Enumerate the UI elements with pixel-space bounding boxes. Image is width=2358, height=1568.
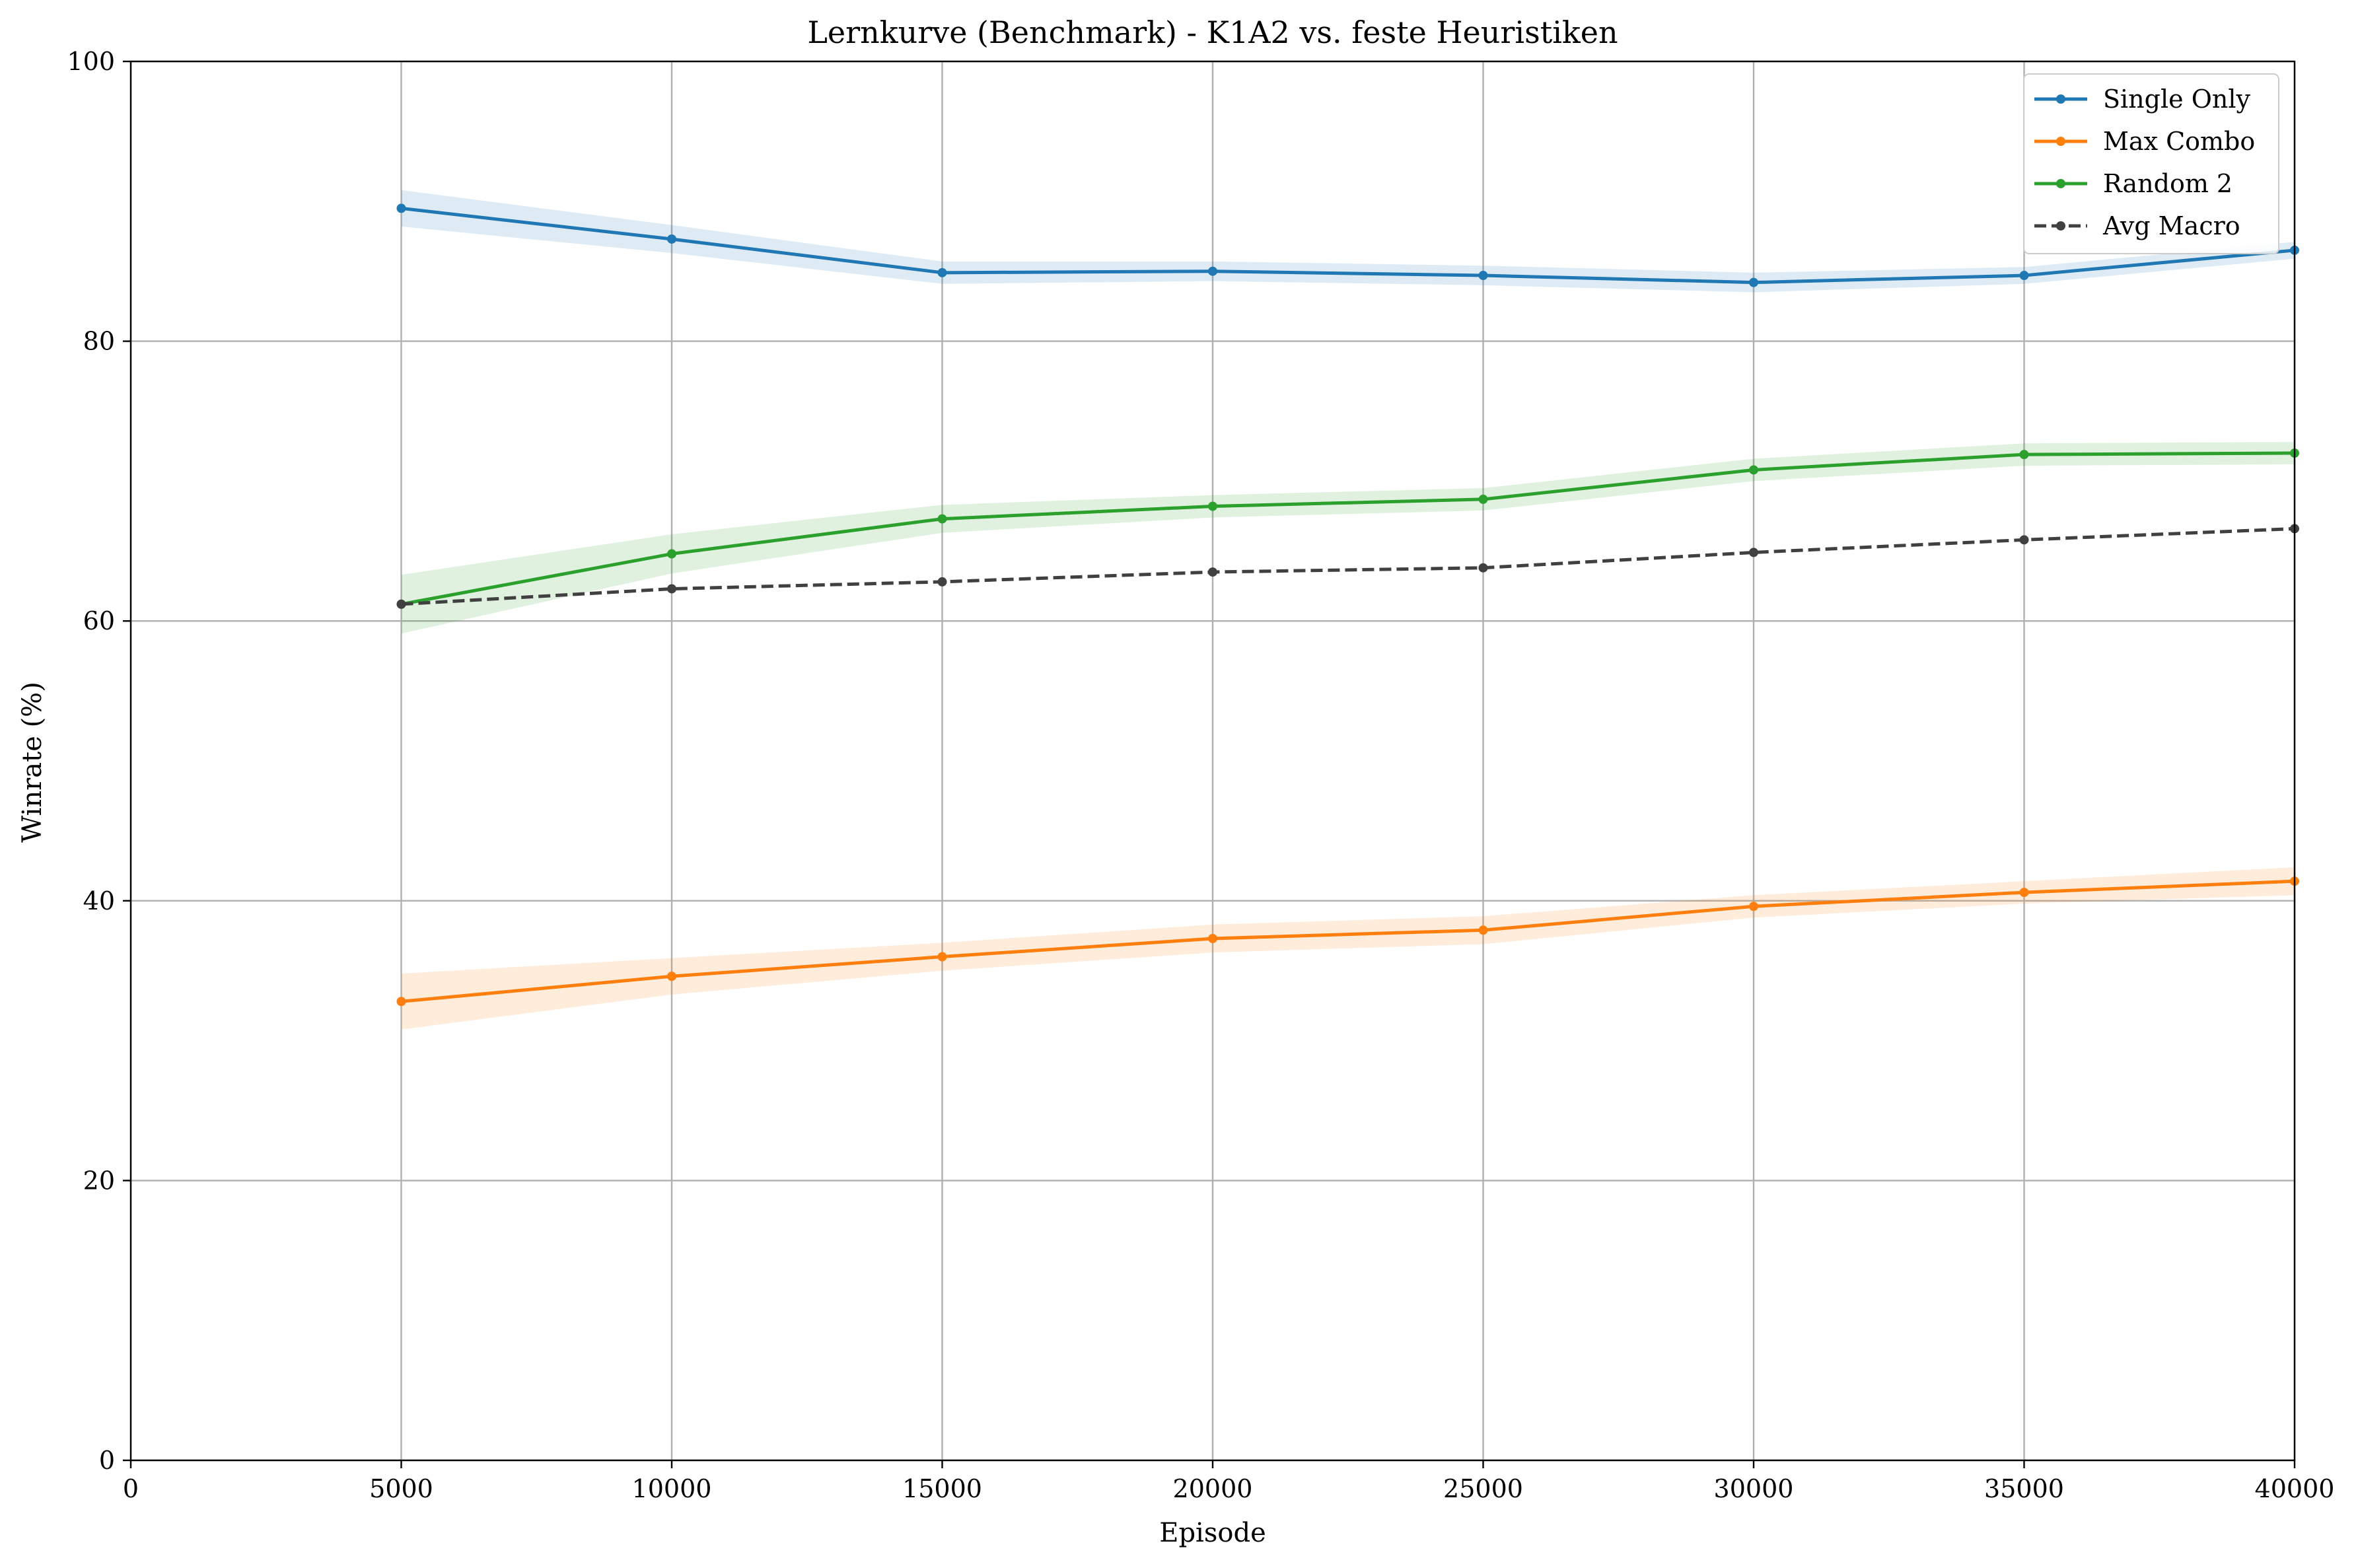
data-point (1478, 494, 1488, 504)
legend-label: Single Only (2103, 85, 2250, 114)
x-tick-label: 35000 (1984, 1474, 2064, 1503)
legend-label: Random 2 (2103, 169, 2233, 198)
data-point (1478, 563, 1488, 573)
legend-marker (2056, 137, 2065, 146)
data-point (2019, 535, 2029, 545)
x-tick-label: 25000 (1443, 1474, 1523, 1503)
series-line (401, 526, 2295, 606)
data-point (667, 584, 676, 594)
y-tick-label: 20 (83, 1166, 115, 1195)
legend-marker (2056, 94, 2065, 104)
data-point (1208, 266, 1217, 276)
confidence-band (401, 442, 2295, 634)
grid-lines (129, 60, 2296, 1462)
legend-marker (2056, 179, 2065, 188)
y-tick-label: 100 (67, 47, 115, 76)
series-lines (396, 203, 2299, 1007)
legend-label: Max Combo (2103, 127, 2255, 156)
legend: Single Only Max Combo Random 2 Avg Macro (2023, 73, 2279, 254)
x-tick-label: 10000 (632, 1474, 712, 1503)
series-line (401, 451, 2295, 606)
data-point (1749, 277, 1758, 287)
legend-box (2023, 73, 2279, 254)
y-axis-label: Winrate (%) (17, 682, 48, 843)
data-point (1208, 501, 1217, 511)
data-point (2019, 450, 2029, 460)
series-line (401, 879, 2295, 1003)
data-point (667, 234, 676, 244)
data-point (1208, 933, 1217, 943)
series-line (401, 206, 2295, 285)
data-point (937, 577, 947, 587)
x-tick-label: 15000 (902, 1474, 982, 1503)
x-tick-label: 5000 (369, 1474, 433, 1503)
y-tick-label: 80 (83, 327, 115, 356)
data-point (667, 549, 676, 559)
data-point (396, 203, 406, 213)
legend-marker (2056, 221, 2065, 231)
confidence-band (401, 190, 2295, 293)
data-point (667, 972, 676, 981)
data-point (2019, 888, 2029, 898)
data-point (1749, 902, 1758, 911)
x-tick-label: 0 (123, 1474, 139, 1503)
data-point (2019, 271, 2029, 281)
y-tick-label: 40 (83, 886, 115, 915)
data-point (1749, 465, 1758, 475)
x-tick-label: 30000 (1714, 1474, 1794, 1503)
data-point (396, 997, 406, 1007)
data-point (1749, 548, 1758, 557)
data-point (937, 514, 947, 524)
confidence-band (401, 867, 2295, 1030)
data-point (396, 599, 406, 609)
data-point (1208, 567, 1217, 577)
y-tick-label: 60 (83, 606, 115, 635)
axes: 0 5000 10000 15000 20000 25000 30000 35000 40000… (67, 47, 2334, 1503)
data-point (1478, 271, 1488, 281)
confidence-bands (401, 190, 2295, 1030)
data-point (937, 952, 947, 962)
x-tick-label: 20000 (1173, 1474, 1253, 1503)
y-tick-label: 0 (99, 1446, 115, 1475)
x-axis-label: Episode (1159, 1518, 1266, 1548)
data-point (1478, 925, 1488, 935)
chart-title: Lernkurve (Benchmark) - K1A2 vs. feste H… (807, 15, 1618, 50)
data-point (937, 267, 947, 277)
legend-label: Avg Macro (2102, 211, 2240, 240)
x-tick-label: 40000 (2255, 1474, 2335, 1503)
